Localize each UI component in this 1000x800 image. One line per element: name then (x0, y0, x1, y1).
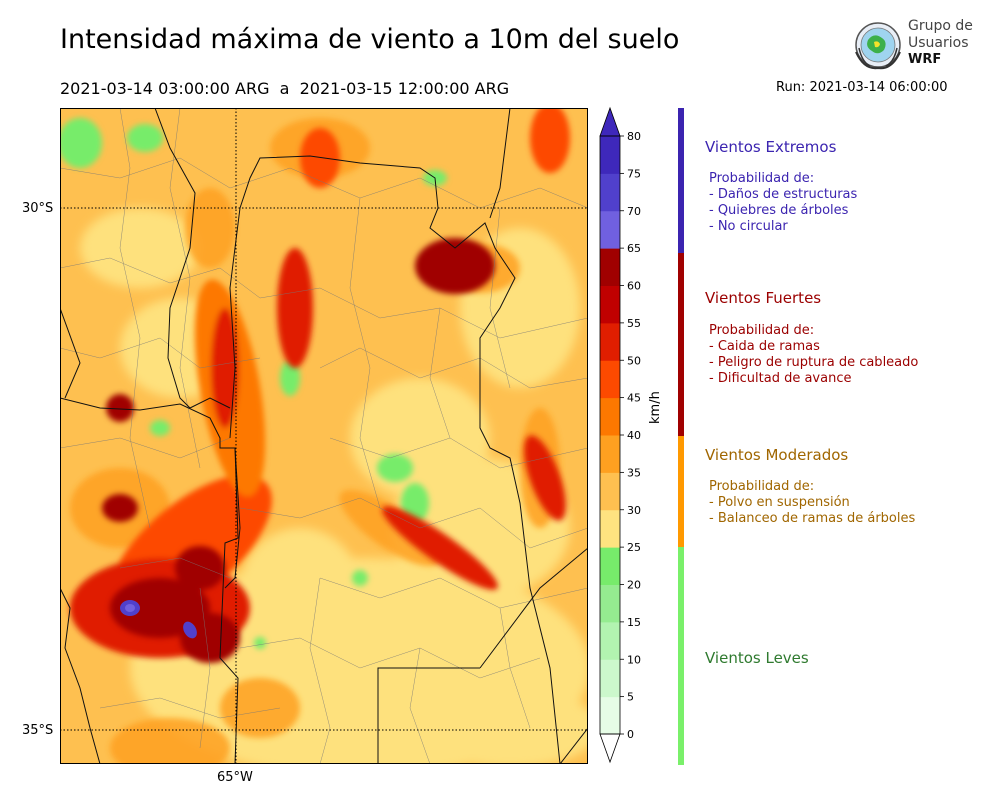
graticule (60, 108, 588, 764)
description-line: Probabilidad de: (709, 171, 815, 186)
lon-label-65w: 65°W (217, 770, 253, 785)
colorbar-segment (600, 435, 620, 473)
category-leves: Vientos Leves (705, 649, 809, 667)
wrf-logo: Grupo de Usuarios WRF (850, 18, 973, 74)
category-fuertes: Vientos Fuertes Probabilidad de: - Caida… (705, 289, 918, 387)
category-title: Vientos Fuertes (705, 289, 822, 307)
description-line: - Dificultad de avance (709, 371, 852, 386)
colorbar-segment (600, 659, 620, 698)
category-bar-extremos (678, 108, 684, 253)
colorbar-segment (600, 584, 620, 623)
description-line: - Quiebres de árboles (709, 203, 849, 218)
colorbar-tick-label: 55 (627, 317, 641, 330)
colorbar-tick-label: 80 (627, 130, 641, 143)
colorbar-tick-label: 20 (627, 579, 641, 592)
description-line: - Daños de estructuras (709, 187, 858, 202)
wind-speed-map (60, 108, 588, 764)
category-bar-moderados (678, 436, 684, 547)
lat-label-30s: 30°S (22, 201, 54, 216)
colorbar-segment (600, 696, 620, 735)
colorbar-tick-label: 10 (627, 653, 641, 666)
department-boundaries (60, 108, 588, 764)
colorbar-segment (600, 285, 620, 324)
colorbar-tick-label: 35 (627, 466, 641, 479)
logo-text-line-2: Usuarios (908, 35, 969, 51)
category-description: Probabilidad de: - Caida de ramas - Peli… (705, 323, 918, 387)
description-line: Probabilidad de: (709, 479, 815, 494)
colorbar-tick-label: 5 (627, 691, 634, 704)
wind-colorbar: 0 5 10 15 20 25 30 35 40 45 50 55 60 65 70 75 80 (599, 106, 641, 764)
colorbar-segment (600, 547, 620, 585)
colorbar-segment (600, 360, 620, 399)
category-extremos: Vientos Extremos Probabilidad de: - Daño… (705, 138, 857, 235)
description-line: - Caida de ramas (709, 339, 820, 354)
category-bar-fuertes (678, 253, 684, 436)
colorbar-unit-label: km/h (648, 391, 663, 424)
colorbar-tick-label: 0 (627, 728, 634, 741)
colorbar-tick-label: 75 (627, 167, 641, 180)
colorbar-segment (600, 509, 620, 548)
map-frame (60, 108, 588, 764)
category-title: Vientos Extremos (705, 138, 837, 156)
colorbar-tick-label: 45 (627, 392, 641, 405)
colorbar-max-extension (599, 106, 621, 137)
colorbar-tick-label: 70 (627, 205, 641, 218)
category-color-bar (678, 108, 684, 765)
map-title: Intensidad máxima de viento a 10m del su… (60, 24, 680, 55)
run-timestamp: Run: 2021-03-14 06:00:00 (776, 80, 948, 95)
colorbar-segment (600, 248, 620, 286)
colorbar-tick-label: 50 (627, 354, 641, 367)
colorbar-tick-label: 25 (627, 541, 641, 554)
description-line: - Polvo en suspensión (709, 495, 850, 510)
category-moderados: Vientos Moderados Probabilidad de: - Pol… (705, 446, 915, 527)
colorbar-segment (600, 322, 620, 361)
lat-label-35s: 35°S (22, 723, 54, 738)
category-title: Vientos Leves (705, 649, 809, 667)
colorbar-segment (600, 472, 620, 511)
colorbar-segment (600, 173, 620, 212)
category-bar-leves (678, 547, 684, 765)
description-line: Probabilidad de: (709, 323, 815, 338)
extreme-wind-areas (120, 600, 197, 639)
globe-logo-icon (855, 22, 901, 70)
colorbar-tick-label: 40 (627, 429, 641, 442)
category-description: Probabilidad de: - Daños de estructuras … (705, 171, 857, 235)
forecast-period: 2021-03-14 03:00:00 ARG a 2021-03-15 12:… (60, 79, 510, 98)
colorbar-segment (600, 210, 620, 249)
colorbar-tick-label: 15 (627, 616, 641, 629)
description-line: - Peligro de ruptura de cableado (709, 355, 919, 370)
description-line: - No circular (709, 219, 788, 234)
logo-text-line-1: Grupo de (908, 18, 973, 34)
description-line: - Balanceo de ramas de árboles (709, 511, 916, 526)
colorbar-segment (600, 621, 620, 660)
category-title: Vientos Moderados (705, 446, 849, 464)
colorbar-min-extension (599, 733, 621, 764)
colorbar-segment (600, 136, 620, 174)
colorbar-tick-label: 65 (627, 242, 641, 255)
colorbar-segment (600, 397, 620, 436)
province-boundaries (60, 108, 588, 764)
category-description: Probabilidad de: - Polvo en suspensión -… (705, 479, 915, 527)
colorbar-tick-label: 30 (627, 504, 641, 517)
logo-text-line-3: WRF (908, 52, 942, 67)
colorbar-tick-label: 60 (627, 280, 641, 293)
